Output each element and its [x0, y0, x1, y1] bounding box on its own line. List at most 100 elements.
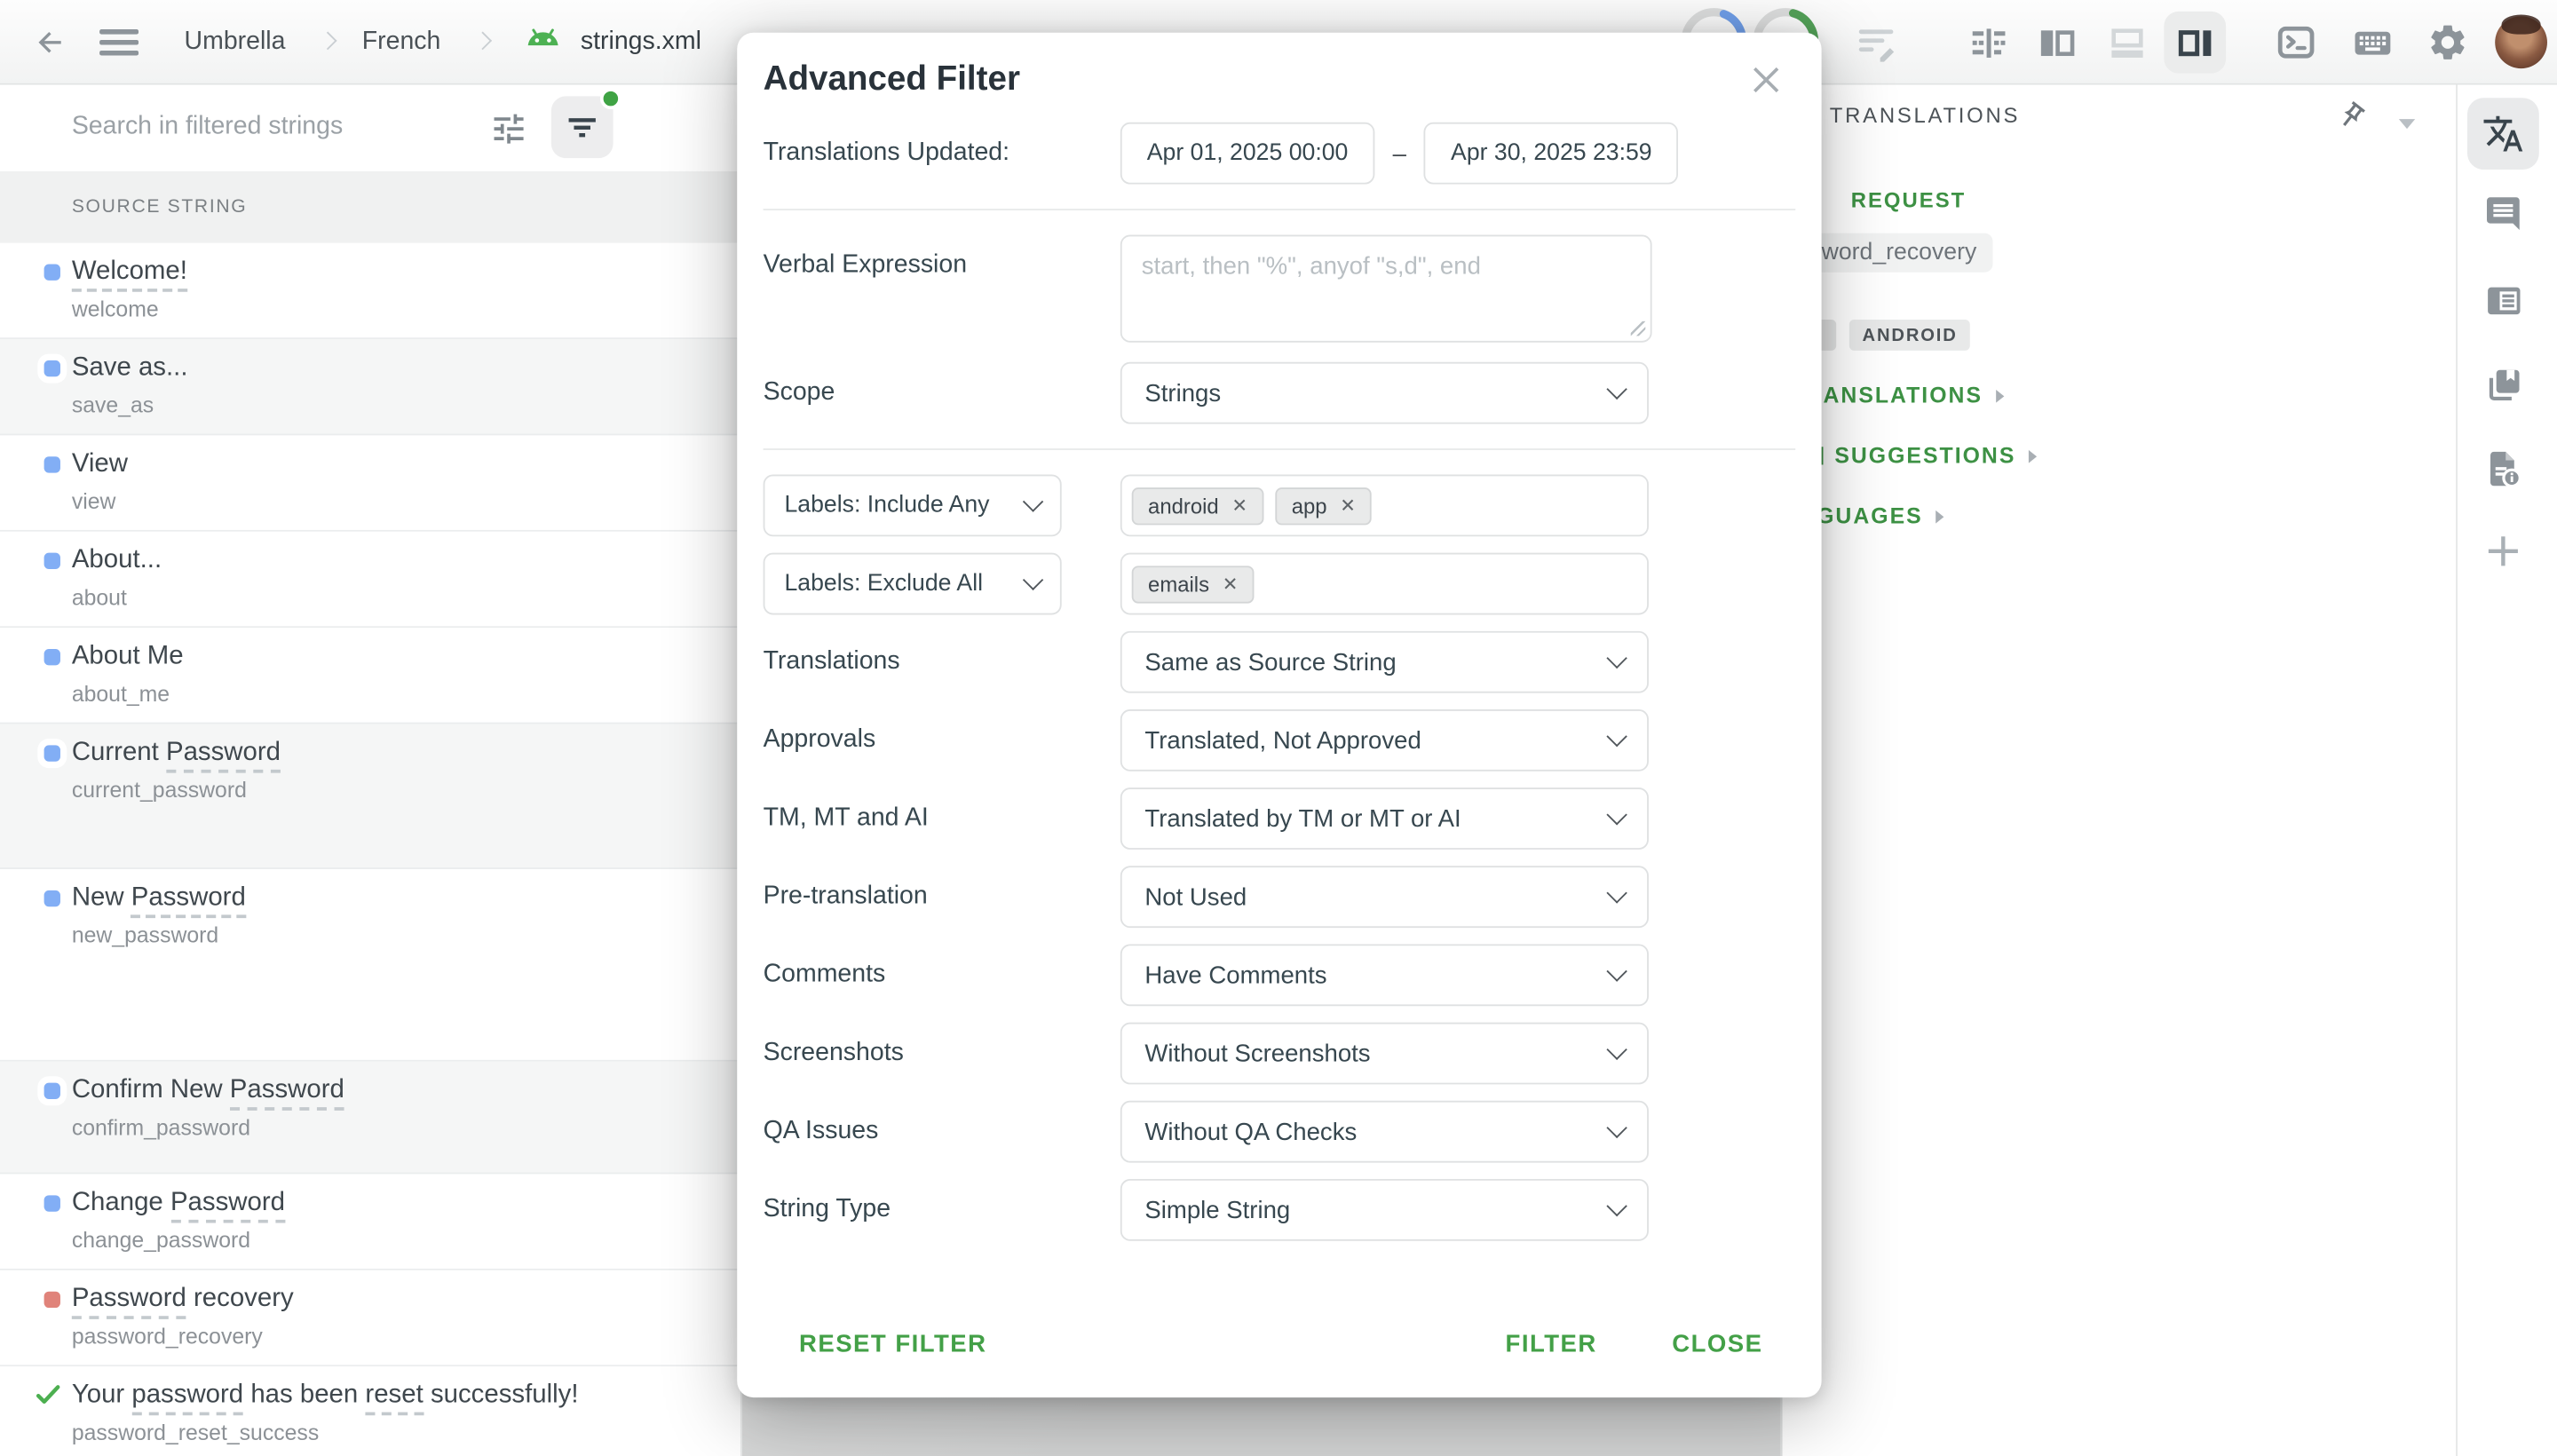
comments-select[interactable]: Have Comments — [1120, 944, 1649, 1007]
shortcuts-button[interactable] — [2352, 21, 2395, 64]
chevron-down-icon — [1606, 646, 1627, 669]
reset-filter-button[interactable]: RESET FILTER — [798, 1330, 987, 1358]
divider — [763, 448, 1796, 450]
scope-select[interactable]: Strings — [1120, 361, 1649, 424]
string-row-save_as[interactable]: Save as... save_as — [0, 339, 740, 436]
chevron-down-icon — [1606, 803, 1627, 825]
string-list: Welcome! welcome Save as... save_as View view… — [0, 242, 740, 1456]
screenshots-select[interactable]: Without Screenshots — [1120, 1022, 1649, 1085]
translations-select[interactable]: Same as Source String — [1120, 630, 1649, 693]
string-row-confirm_password[interactable]: Confirm New Password confirm_password — [0, 1061, 740, 1175]
source-string-text: Change Password — [72, 1187, 724, 1223]
breadcrumb-project[interactable]: Umbrella — [184, 28, 286, 56]
translate-icon — [2483, 115, 2523, 152]
translations-section-link[interactable]: ANSLATIONS — [1823, 384, 2004, 408]
close-icon[interactable] — [1750, 64, 1783, 97]
apply-filter-button[interactable]: FILTER — [1505, 1330, 1597, 1358]
settings-button[interactable] — [2426, 21, 2469, 64]
suggestions-section-link[interactable]: SUGGESTIONS — [1834, 444, 2038, 468]
remove-tag-icon[interactable]: ✕ — [1222, 575, 1239, 596]
verbal-expression-input[interactable]: start, then "%", anyof "s,d", end — [1120, 234, 1652, 343]
tab-add[interactable] — [2482, 530, 2525, 573]
tab-glossary[interactable] — [2482, 364, 2525, 407]
hamburger-icon — [99, 29, 139, 56]
menu-button[interactable] — [98, 21, 140, 64]
caret-right-icon — [2029, 449, 2038, 463]
source-string-text: About... — [71, 546, 162, 574]
tab-context[interactable] — [2482, 279, 2525, 321]
languages-section-link[interactable]: GUAGES — [1817, 504, 1944, 528]
tune-icon — [494, 114, 524, 144]
tab-comments[interactable] — [2482, 193, 2525, 235]
labels-exclude-select[interactable]: Labels: Exclude All — [763, 552, 1062, 615]
labels-exclude-tags[interactable]: emails ✕ — [1120, 552, 1649, 615]
tm-mt-and-ai-select[interactable]: Translated by TM or MT or AI — [1120, 787, 1649, 850]
close-button[interactable]: CLOSE — [1672, 1330, 1763, 1358]
bottom-panel-icon — [2110, 28, 2142, 58]
panel-divider — [2456, 84, 2458, 1456]
string-key: confirm_password — [71, 1115, 251, 1140]
caret-right-icon — [1936, 510, 1944, 524]
caret-right-icon — [1995, 389, 2004, 403]
string-row-password_recovery[interactable]: Password recovery password_recovery — [0, 1270, 740, 1367]
comments-label: Comments — [763, 960, 886, 989]
breadcrumb-language[interactable]: French — [361, 28, 441, 56]
tab-translations[interactable] — [2482, 113, 2525, 155]
console-button[interactable] — [2275, 21, 2317, 64]
source-string-text: Current Password — [72, 737, 724, 773]
advanced-filter-modal: Advanced Filter Translations Updated: Ap… — [737, 32, 1822, 1398]
string-row-welcome[interactable]: Welcome! welcome — [0, 242, 740, 340]
string-row-new_password[interactable]: New Password new_password — [0, 868, 740, 1062]
divider — [763, 209, 1796, 210]
filter-button[interactable] — [550, 88, 621, 159]
terminal-icon — [2277, 26, 2315, 59]
pre-translation-select[interactable]: Not Used — [1120, 866, 1649, 929]
edit-suggestions-button[interactable] — [1856, 21, 1898, 64]
labels-include-tags[interactable]: android ✕ app ✕ — [1120, 474, 1649, 537]
bottom-panel-layout-button[interactable] — [2105, 21, 2148, 64]
chevron-down-icon[interactable] — [2398, 119, 2416, 130]
breadcrumb-file[interactable]: strings.xml — [580, 28, 701, 56]
filter-active-dot — [599, 88, 621, 110]
string-type-label: String Type — [763, 1195, 891, 1223]
string-row-current_password[interactable]: Current Password current_password — [0, 724, 740, 869]
search-input[interactable]: Search in filtered strings — [71, 112, 344, 140]
date-to-input[interactable]: Apr 30, 2025 23:59 — [1424, 122, 1679, 185]
arrow-back-icon — [38, 31, 61, 53]
search-bar: Search in filtered strings — [0, 84, 740, 171]
string-row-change_password[interactable]: Change Password change_password — [0, 1174, 740, 1270]
remove-tag-icon[interactable]: ✕ — [1340, 497, 1356, 518]
chevron-down-icon — [1606, 1194, 1627, 1216]
side-by-side-mode-button[interactable] — [1967, 21, 2009, 64]
remove-tag-icon[interactable]: ✕ — [1231, 497, 1248, 518]
approvals-select[interactable]: Translated, Not Approved — [1120, 708, 1649, 772]
strings-list-panel: Search in filtered strings SOURCE STRING… — [0, 84, 742, 1456]
chevron-down-icon — [1606, 960, 1627, 981]
string-row-password_reset_success[interactable]: Your password has been reset successfull… — [0, 1366, 740, 1456]
tab-file-info[interactable] — [2482, 447, 2525, 489]
pin-icon[interactable] — [2333, 98, 2369, 142]
translated-status-icon — [44, 456, 60, 473]
string-row-about[interactable]: About... about — [0, 531, 740, 629]
back-button[interactable] — [29, 21, 72, 64]
label-tag-android: android ✕ — [1131, 487, 1264, 525]
string-key: save_as — [71, 392, 154, 418]
date-from-input[interactable]: Apr 01, 2025 00:00 — [1120, 122, 1375, 185]
avatar[interactable] — [2495, 14, 2547, 69]
string-key: password_reset_success — [71, 1420, 320, 1445]
string-key: change_password — [71, 1228, 251, 1253]
chevron-down-icon — [1022, 490, 1044, 511]
string-row-about_me[interactable]: About Me about_me — [0, 628, 740, 724]
string-key: current_password — [71, 778, 247, 803]
panel-title: TRANSLATIONS — [1829, 102, 2021, 128]
request-translation-link[interactable]: REQUEST — [1850, 187, 1967, 212]
display-settings-button[interactable] — [489, 109, 528, 148]
left-panel-layout-button[interactable] — [2035, 21, 2078, 64]
string-key: view — [71, 489, 116, 514]
labels-include-select[interactable]: Labels: Include Any — [763, 474, 1062, 537]
right-panel-layout-button[interactable] — [2164, 11, 2227, 74]
breadcrumb-chevron-icon — [473, 31, 493, 51]
string-row-view[interactable]: View view — [0, 435, 740, 532]
string-type-select[interactable]: Simple String — [1120, 1178, 1649, 1241]
qa-issues-select[interactable]: Without QA Checks — [1120, 1100, 1649, 1163]
